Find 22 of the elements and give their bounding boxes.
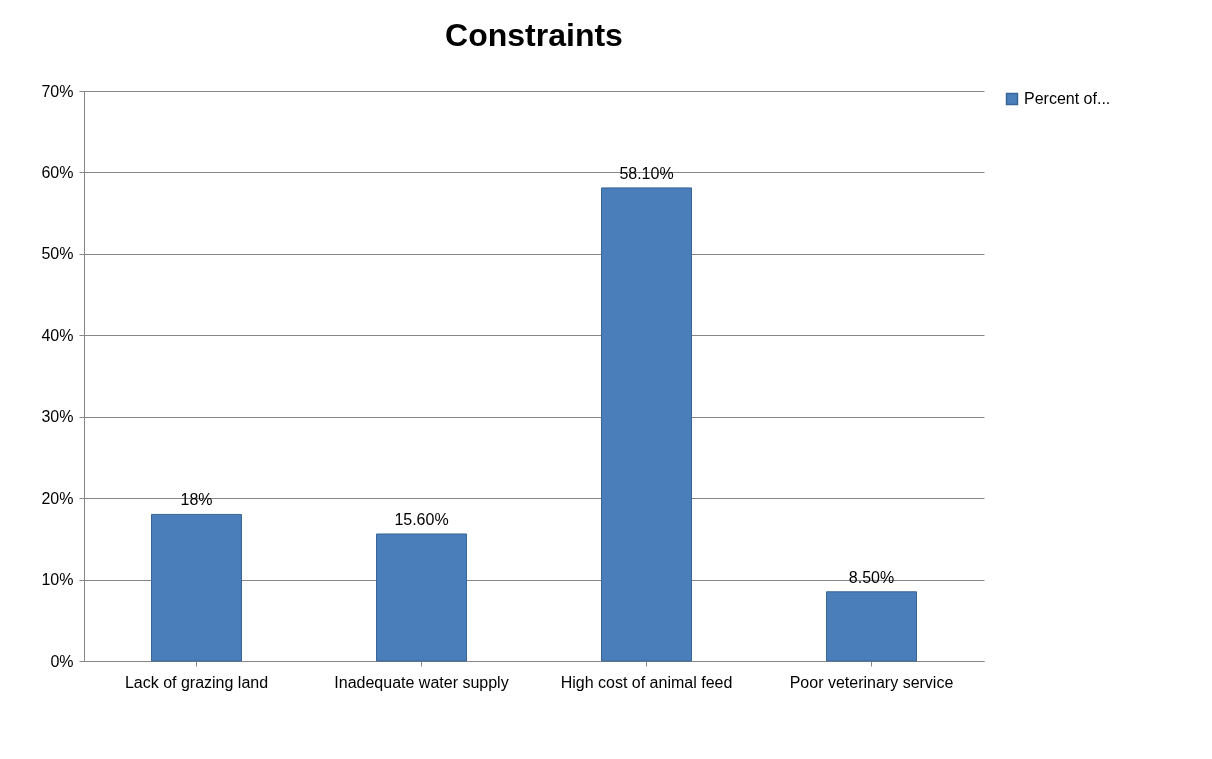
legend-label: Percent of...: [1024, 90, 1111, 107]
y-tick-label: 0%: [50, 652, 74, 670]
x-tick-label: Poor veterinary service: [789, 673, 954, 691]
y-tick-label: 60%: [41, 163, 74, 181]
text: 15.60%: [394, 510, 449, 528]
bar: [151, 513, 242, 662]
y-tick-label: 70%: [41, 82, 74, 100]
text: 18%: [180, 491, 213, 509]
chart-title: Constraints: [445, 17, 623, 53]
x-tick-label: High cost of animal feed: [560, 673, 733, 691]
y-tick-label: 40%: [41, 326, 74, 344]
bar: [376, 533, 467, 662]
y-tick-label: 30%: [41, 408, 74, 426]
y-tick-label: 20%: [41, 489, 74, 507]
text: 58.10%: [619, 164, 674, 182]
x-tick-label: Lack of grazing land: [124, 673, 269, 691]
bar: [601, 187, 692, 662]
y-tick-label: 10%: [41, 571, 74, 589]
bar: [826, 591, 917, 662]
x-tick-label: Inadequate water supply: [334, 673, 509, 691]
y-tick-label: 50%: [41, 245, 74, 263]
text: 8.50%: [848, 568, 895, 586]
